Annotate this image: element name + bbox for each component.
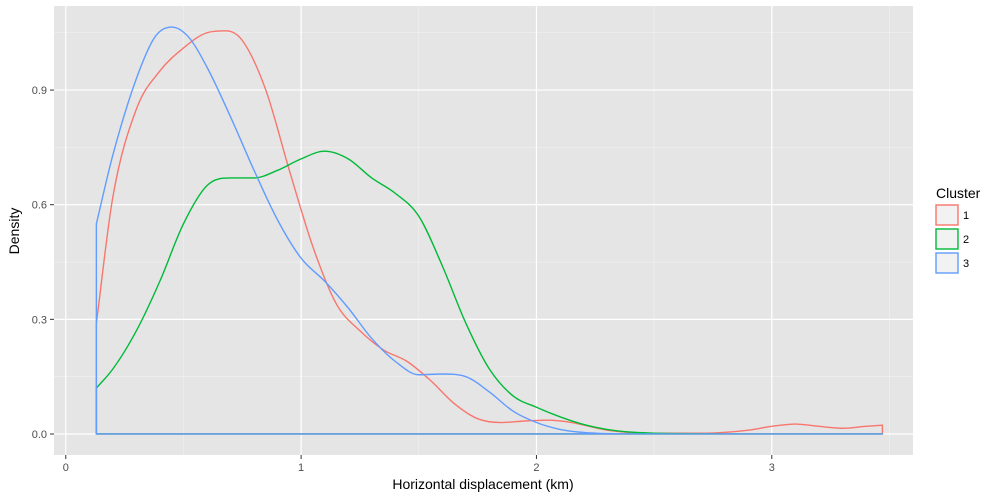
legend-label-cluster-1: 1 (963, 210, 969, 222)
y-tick-label: 0.3 (32, 314, 47, 326)
legend-label-cluster-2: 2 (963, 234, 969, 246)
x-tick-label: 2 (533, 462, 539, 474)
legend-label-cluster-3: 3 (963, 258, 969, 270)
plot-panel (54, 6, 913, 455)
minor-gridlines (54, 6, 913, 455)
legend-key-cluster-2 (935, 228, 959, 250)
y-tick-label: 0.6 (32, 200, 47, 212)
y-axis-title: Density (6, 208, 22, 255)
y-tick-label: 0.9 (32, 85, 47, 97)
x-axis-title: Horizontal displacement (km) (392, 476, 573, 492)
legend-key-cluster-3 (935, 252, 959, 274)
density-curves (95, 26, 884, 435)
legend: Cluster 1 2 3 (935, 185, 981, 274)
x-tick-label: 1 (298, 462, 304, 474)
major-gridlines (54, 6, 913, 455)
x-tick-label: 3 (769, 462, 775, 474)
y-tick-label: 0.0 (32, 429, 47, 441)
legend-key-cluster-1 (935, 204, 959, 226)
density-curve-cluster-1 (95, 30, 884, 435)
density-curve-cluster-3 (95, 26, 884, 435)
x-tick-label: 0 (63, 462, 69, 474)
legend-title: Cluster (936, 185, 981, 201)
axes: 0 1 2 3 0.0 0.3 0.6 0.9 (32, 85, 775, 474)
